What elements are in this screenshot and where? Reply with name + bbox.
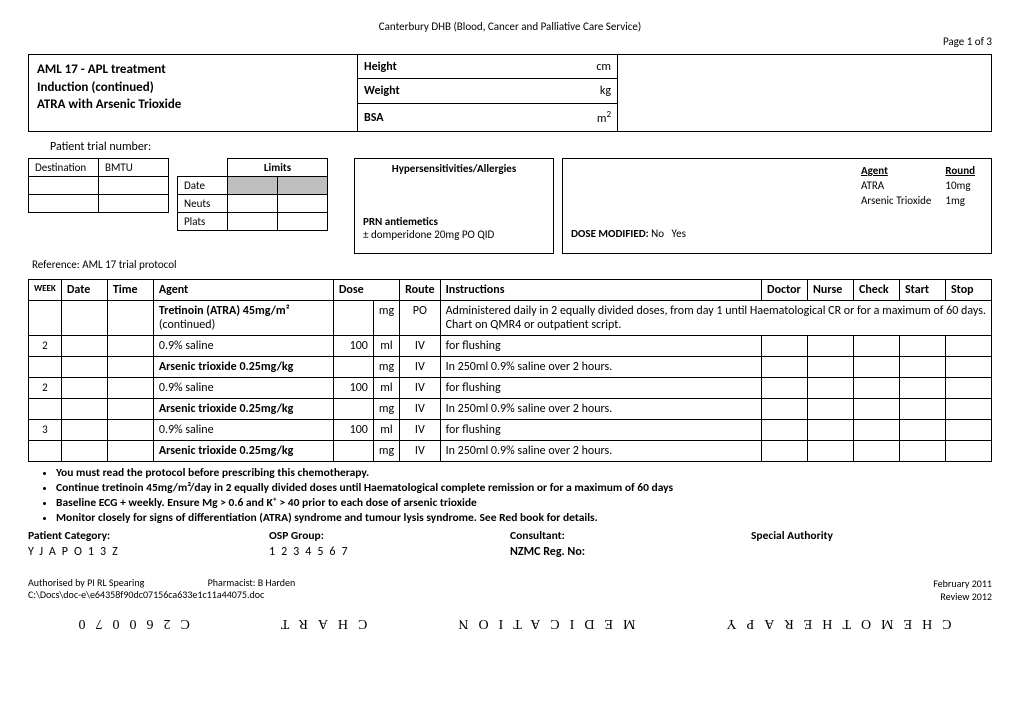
file-path: C:\Docs\doc-e\e64358f90dc07156ca633e1c11…: [28, 589, 295, 601]
dose-mod-label: DOSE MODIFIED:: [571, 227, 649, 240]
dest-label: Destination: [29, 159, 99, 177]
footer-date: February 2011: [933, 577, 992, 590]
trial-number-label: Patient trial number:: [50, 140, 992, 154]
header-org: Canterbury DHB (Blood, Cancer and Pallia…: [28, 20, 992, 33]
code-auth: [751, 545, 992, 559]
th-date: Date: [61, 280, 107, 301]
medication-table: WEEK Date Time Agent Dose Route Instruct…: [28, 279, 992, 462]
notes-section: You must read the protocol before prescr…: [28, 466, 992, 525]
table-row: Arsenic trioxide 0.25mg/kgmgIVIn 250ml 0…: [29, 441, 992, 462]
th-doctor: Doctor: [762, 280, 808, 301]
round-hdr: Round: [939, 164, 981, 177]
special-auth: Special Authority: [751, 529, 992, 543]
nzmc-reg: NZMC Reg. No:: [510, 545, 751, 559]
mirror-med: MEDICATION: [448, 615, 635, 631]
th-time: Time: [107, 280, 153, 301]
mirrored-footer: CHEMOTHERAPY MEDICATION CHART C260070: [28, 615, 992, 631]
code-patient: YJAPO13Z: [28, 545, 269, 559]
th-instructions: Instructions: [440, 280, 761, 301]
table-row: 20.9% saline100mlIVfor flushing: [29, 336, 992, 357]
th-stop: Stop: [946, 280, 992, 301]
height-unit: cm: [577, 55, 617, 79]
round-arsenic: 1mg: [939, 194, 981, 207]
category-row: Patient Category: OSP Group: Consultant:…: [28, 529, 992, 543]
table-row: Arsenic trioxide 0.25mg/kgmgIVIn 250ml 0…: [29, 357, 992, 378]
mid-row: DestinationBMTU Limits Date Neuts Plats …: [28, 158, 992, 254]
weight-label: Weight: [358, 79, 533, 104]
prn-label: PRN antiemetics: [363, 215, 545, 228]
title-line2: Induction (continued): [37, 79, 349, 97]
dose-mod-yes: Yes: [672, 227, 686, 240]
round-atra: 10mg: [939, 179, 981, 192]
bsa-unit: m2: [577, 104, 617, 131]
agent-hdr: Agent: [855, 164, 937, 177]
mirror-chart: CHART: [271, 615, 368, 631]
note-item: Monitor closely for signs of differentia…: [56, 511, 992, 525]
title-line1: AML 17 - APL treatment: [37, 61, 349, 79]
measure-box: Height cm Weight kg BSA m2: [358, 54, 618, 132]
limits-neuts: Neuts: [178, 195, 228, 213]
limits-hdr: Limits: [228, 159, 328, 177]
th-route: Route: [400, 280, 441, 301]
weight-unit: kg: [577, 79, 617, 104]
domperidone: ± domperidone 20mg PO QID: [363, 228, 545, 241]
patient-cat: Patient Category:: [28, 529, 269, 543]
sticker-box: [618, 54, 992, 132]
th-check: Check: [854, 280, 900, 301]
table-row: Tretinoin (ATRA) 45mg/m²(continued)mgPOA…: [29, 301, 992, 336]
footer: Authorised by PI RL Spearing Pharmacist:…: [28, 577, 992, 603]
code-osp: 1234567: [269, 545, 510, 559]
limits-date: Date: [178, 177, 228, 195]
table-row: 30.9% saline100mlIVfor flushing: [29, 420, 992, 441]
osp-group: OSP Group:: [269, 529, 510, 543]
agent-round-box: AgentRound ATRA10mg Arsenic Trioxide1mg …: [562, 158, 992, 254]
reference-line: Reference: AML 17 trial protocol: [32, 258, 992, 271]
note-item: Baseline ECG + weekly. Ensure Mg > 0.6 a…: [56, 496, 992, 510]
destination-box: DestinationBMTU: [28, 158, 169, 213]
note-item: You must read the protocol before prescr…: [56, 466, 992, 480]
allergy-hdr: Hypersensitivities/Allergies: [363, 162, 545, 175]
agent-atra: ATRA: [855, 179, 937, 192]
bsa-label: BSA: [358, 104, 533, 131]
th-nurse: Nurse: [808, 280, 854, 301]
table-row: 20.9% saline100mlIVfor flushing: [29, 378, 992, 399]
mirror-chemo: CHEMOTHERAPY: [716, 615, 951, 631]
title-line3: ATRA with Arsenic Trioxide: [37, 96, 349, 114]
dose-mod-no: No: [651, 227, 664, 240]
th-start: Start: [900, 280, 946, 301]
allergy-box: Hypersensitivities/Allergies PRN antieme…: [354, 158, 554, 254]
footer-review: Review 2012: [933, 590, 992, 603]
title-box: AML 17 - APL treatment Induction (contin…: [28, 54, 358, 132]
th-agent: Agent: [153, 280, 333, 301]
height-label: Height: [358, 55, 533, 79]
th-dose: Dose: [333, 280, 399, 301]
mirror-code: C260070: [68, 615, 189, 631]
consultant: Consultant:: [510, 529, 751, 543]
top-boxes: AML 17 - APL treatment Induction (contin…: [28, 54, 992, 132]
th-week: WEEK: [29, 280, 62, 301]
agent-arsenic: Arsenic Trioxide: [855, 194, 937, 207]
table-row: Arsenic trioxide 0.25mg/kgmgIVIn 250ml 0…: [29, 399, 992, 420]
limits-plats: Plats: [178, 213, 228, 231]
page-number: Page 1 of 3: [28, 35, 992, 48]
note-item: Continue tretinoin 45mg/m²/day in 2 equa…: [56, 481, 992, 495]
limits-box: Limits Date Neuts Plats: [177, 158, 328, 231]
dest-bmtu: BMTU: [99, 159, 169, 177]
category-codes: YJAPO13Z 1234567 NZMC Reg. No:: [28, 545, 992, 559]
